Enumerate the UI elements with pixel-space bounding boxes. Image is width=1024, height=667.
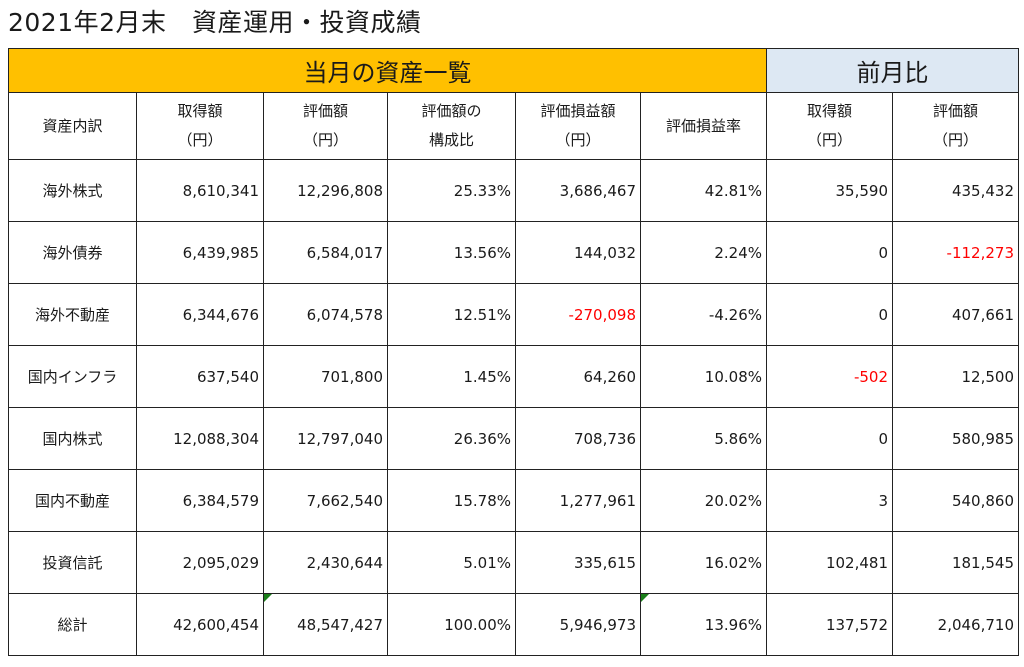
table-row: 海外債券 6,439,985 6,584,017 13.56% 144,032 2.24%… bbox=[8, 221, 1019, 284]
cell-profit-loss: 1,277,961 bbox=[515, 469, 641, 532]
cell-acquisition: 6,384,579 bbox=[136, 469, 264, 532]
table-row: 投資信託 2,095,029 2,430,644 5.01% 335,615 16.02%… bbox=[8, 531, 1019, 594]
cell-valuation: 2,430,644 bbox=[263, 531, 388, 594]
total-row: 総計 42,600,454 48,547,427 100.00% 5,946,973 13… bbox=[8, 593, 1019, 656]
table-row: 国内不動産 6,384,579 7,662,540 15.78% 1,277,961 20… bbox=[8, 469, 1019, 532]
cell-category: 国内不動産 bbox=[8, 469, 137, 532]
table-row: 国内インフラ 637,540 701,800 1.45% 64,260 10.08% -50… bbox=[8, 345, 1019, 408]
cell-acquisition: 8,610,341 bbox=[136, 159, 264, 222]
cell-profit-loss-rate: 42.81% bbox=[640, 159, 767, 222]
cell-acquisition: 12,088,304 bbox=[136, 407, 264, 470]
cell-prev-valuation: 181,545 bbox=[892, 531, 1019, 594]
cell-category: 総計 bbox=[8, 593, 137, 656]
page-title: 2021年2月末 資産運用・投資成績 bbox=[8, 8, 422, 37]
cell-profit-loss: 335,615 bbox=[515, 531, 641, 594]
cell-profit-loss-rate: 10.08% bbox=[640, 345, 767, 408]
cell-prev-acquisition: 0 bbox=[766, 221, 893, 284]
col-header-acquisition: 取得額 （円） bbox=[136, 92, 264, 160]
cell-ratio: 1.45% bbox=[387, 345, 516, 408]
cell-prev-acquisition: 137,572 bbox=[766, 593, 893, 656]
table-row: 海外不動産 6,344,676 6,074,578 12.51% -270,098 -4.… bbox=[8, 283, 1019, 346]
cell-profit-loss: 144,032 bbox=[515, 221, 641, 284]
cell-ratio: 25.33% bbox=[387, 159, 516, 222]
cell-ratio: 15.78% bbox=[387, 469, 516, 532]
cell-valuation: 12,296,808 bbox=[263, 159, 388, 222]
cell-acquisition: 42,600,454 bbox=[136, 593, 264, 656]
cell-prev-valuation: 435,432 bbox=[892, 159, 1019, 222]
cell-acquisition: 637,540 bbox=[136, 345, 264, 408]
cell-profit-loss-rate: 5.86% bbox=[640, 407, 767, 470]
cell-profit-loss-rate: 16.02% bbox=[640, 531, 767, 594]
col-header-prev-acquisition: 取得額 （円） bbox=[766, 92, 893, 160]
cell-acquisition: 2,095,029 bbox=[136, 531, 264, 594]
cell-prev-valuation: -112,273 bbox=[892, 221, 1019, 284]
cell-ratio: 12.51% bbox=[387, 283, 516, 346]
cell-prev-acquisition: 0 bbox=[766, 407, 893, 470]
cell-ratio: 5.01% bbox=[387, 531, 516, 594]
cell-ratio: 26.36% bbox=[387, 407, 516, 470]
cell-profit-loss-rate: 2.24% bbox=[640, 221, 767, 284]
cell-ratio: 13.56% bbox=[387, 221, 516, 284]
cell-category: 海外債券 bbox=[8, 221, 137, 284]
cell-category: 投資信託 bbox=[8, 531, 137, 594]
col-header-profit-loss-rate: 評価損益率 bbox=[640, 92, 767, 160]
cell-acquisition: 6,439,985 bbox=[136, 221, 264, 284]
cell-category: 国内株式 bbox=[8, 407, 137, 470]
cell-prev-acquisition: -502 bbox=[766, 345, 893, 408]
cell-valuation: 7,662,540 bbox=[263, 469, 388, 532]
cell-profit-loss: 3,686,467 bbox=[515, 159, 641, 222]
col-header-prev-valuation: 評価額 （円） bbox=[892, 92, 1019, 160]
cell-prev-acquisition: 0 bbox=[766, 283, 893, 346]
cell-profit-loss-rate: 20.02% bbox=[640, 469, 767, 532]
cell-prev-valuation: 407,661 bbox=[892, 283, 1019, 346]
cell-prev-acquisition: 3 bbox=[766, 469, 893, 532]
cell-profit-loss: 64,260 bbox=[515, 345, 641, 408]
col-header-profit-loss: 評価損益額 （円） bbox=[515, 92, 641, 160]
cell-profit-loss-rate: 13.96% bbox=[640, 593, 767, 656]
table-row: 国内株式 12,088,304 12,797,040 26.36% 708,736 5.8… bbox=[8, 407, 1019, 470]
cell-valuation: 6,584,017 bbox=[263, 221, 388, 284]
cell-acquisition: 6,344,676 bbox=[136, 283, 264, 346]
cell-category: 海外不動産 bbox=[8, 283, 137, 346]
col-header-valuation: 評価額 （円） bbox=[263, 92, 388, 160]
cell-prev-valuation: 2,046,710 bbox=[892, 593, 1019, 656]
cell-prev-valuation: 580,985 bbox=[892, 407, 1019, 470]
cell-profit-loss-rate: -4.26% bbox=[640, 283, 767, 346]
cell-valuation: 48,547,427 bbox=[263, 593, 388, 656]
cell-profit-loss: -270,098 bbox=[515, 283, 641, 346]
cell-prev-valuation: 12,500 bbox=[892, 345, 1019, 408]
current-month-header: 当月の資産一覧 bbox=[8, 48, 767, 93]
cell-profit-loss: 5,946,973 bbox=[515, 593, 641, 656]
col-header-ratio: 評価額の 構成比 bbox=[387, 92, 516, 160]
cell-category: 海外株式 bbox=[8, 159, 137, 222]
cell-valuation: 12,797,040 bbox=[263, 407, 388, 470]
cell-valuation: 701,800 bbox=[263, 345, 388, 408]
cell-profit-loss: 708,736 bbox=[515, 407, 641, 470]
prev-month-compare-header: 前月比 bbox=[766, 48, 1019, 93]
col-header-category: 資産内訳 bbox=[8, 92, 137, 160]
cell-ratio: 100.00% bbox=[387, 593, 516, 656]
cell-category: 国内インフラ bbox=[8, 345, 137, 408]
asset-table: 当月の資産一覧 前月比 資産内訳 取得額 （円） 評価額 （円） 評価額の 構成比 評… bbox=[8, 48, 1019, 656]
cell-prev-valuation: 540,860 bbox=[892, 469, 1019, 532]
table-row: 海外株式 8,610,341 12,296,808 25.33% 3,686,467 42… bbox=[8, 159, 1019, 222]
cell-prev-acquisition: 102,481 bbox=[766, 531, 893, 594]
column-header-row: 資産内訳 取得額 （円） 評価額 （円） 評価額の 構成比 評価損益額 （円） 評価損益… bbox=[8, 92, 1019, 160]
cell-valuation: 6,074,578 bbox=[263, 283, 388, 346]
cell-prev-acquisition: 35,590 bbox=[766, 159, 893, 222]
